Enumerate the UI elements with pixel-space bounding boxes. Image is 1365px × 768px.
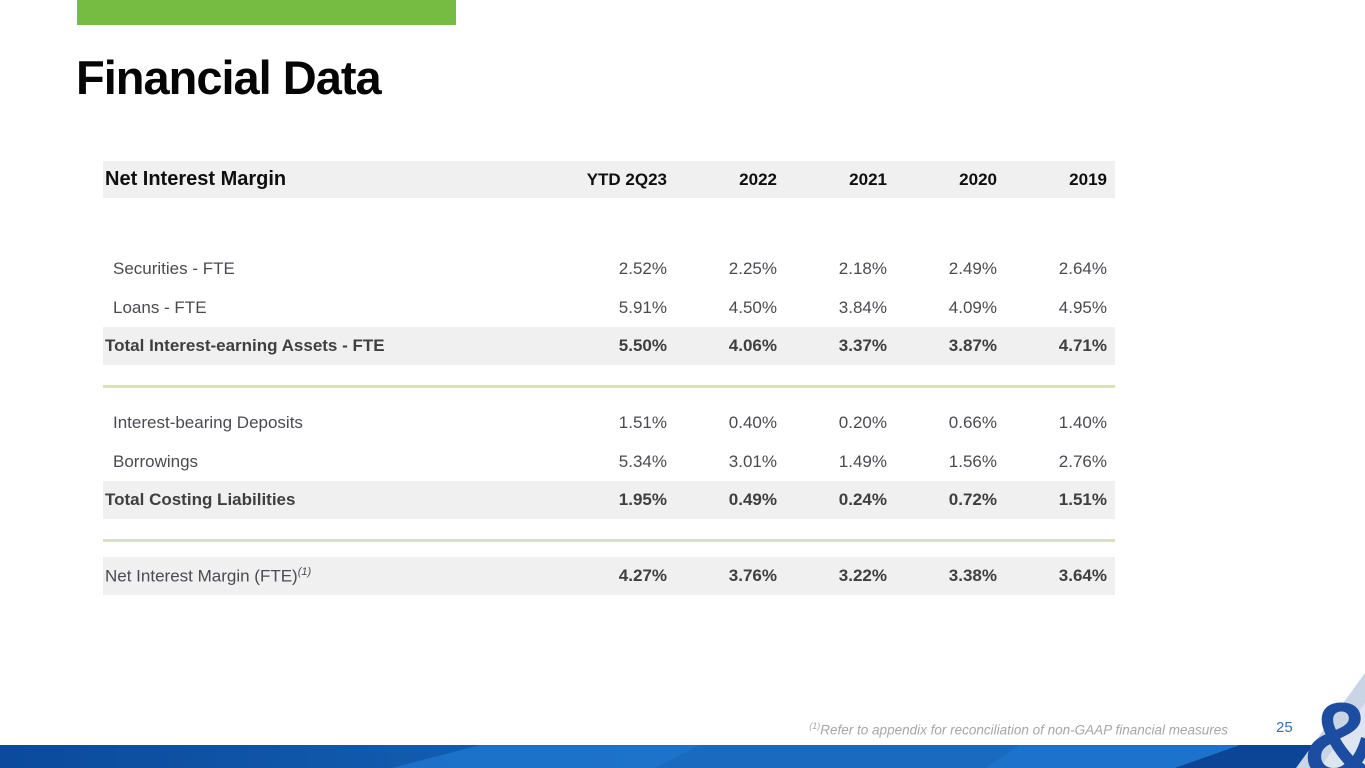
row-value: 4.09% — [948, 297, 997, 317]
table-row-interest-bearing-deposits: Interest-bearing Deposits 1.51% 0.40% 0.… — [103, 403, 1115, 442]
row-value: 3.22% — [838, 566, 887, 585]
row-value: 0.24% — [838, 490, 887, 509]
table-row-borrowings: Borrowings 5.34% 3.01% 1.49% 1.56% 2.76% — [103, 442, 1115, 481]
row-value: 2.76% — [1058, 451, 1107, 471]
accent-bar — [77, 0, 456, 25]
page-number: 25 — [1276, 719, 1293, 736]
row-value: 0.20% — [838, 412, 887, 432]
table-row-net-interest-margin-fte: Net Interest Margin (FTE)(1) 4.27% 3.76%… — [103, 557, 1115, 595]
row-value: 1.95% — [618, 490, 667, 509]
row-value: 2.18% — [838, 258, 887, 278]
row-label: Securities - FTE — [113, 258, 235, 278]
row-label: Interest-bearing Deposits — [113, 412, 303, 432]
row-value: 5.91% — [618, 297, 667, 317]
row-label: Net Interest Margin (FTE)(1) — [103, 566, 557, 587]
column-header-2022: 2022 — [739, 169, 777, 189]
row-value: 1.40% — [1058, 412, 1107, 432]
column-header-2019: 2019 — [1069, 169, 1107, 189]
row-value: 3.37% — [838, 336, 887, 355]
row-value: 2.52% — [618, 258, 667, 278]
column-header-ytd-2q23: YTD 2Q23 — [586, 169, 667, 189]
row-label: Borrowings — [113, 451, 199, 471]
row-value: 4.71% — [1058, 336, 1107, 355]
summary-label-text: Net Interest Margin (FTE) — [105, 566, 298, 586]
row-value: 1.49% — [838, 451, 887, 471]
table-row-loans-fte: Loans - FTE 5.91% 4.50% 3.84% 4.09% 4.95… — [103, 288, 1115, 327]
footnote: (1)Refer to appendix for reconciliation … — [809, 721, 1228, 738]
footnote-ref: (1) — [297, 565, 312, 578]
table-title: Net Interest Margin — [105, 168, 287, 190]
row-value: 0.72% — [948, 490, 997, 509]
table-row-securities-fte: Securities - FTE 2.52% 2.25% 2.18% 2.49%… — [103, 249, 1115, 288]
section-divider — [103, 385, 1115, 388]
row-value: 5.34% — [618, 451, 667, 471]
row-value: 2.49% — [948, 258, 997, 278]
net-interest-margin-table: Net Interest Margin YTD 2Q23 2022 2021 2… — [103, 161, 1115, 595]
row-value: 1.51% — [618, 412, 667, 432]
row-value: 0.40% — [728, 412, 777, 432]
table-spacer — [103, 198, 1115, 249]
row-value: 3.76% — [728, 566, 777, 585]
row-value: 3.64% — [1058, 566, 1107, 585]
row-value: 1.56% — [948, 451, 997, 471]
row-value: 0.66% — [948, 412, 997, 432]
column-header-2021: 2021 — [849, 169, 887, 189]
row-label: Total Costing Liabilities — [105, 490, 296, 509]
column-header-2020: 2020 — [959, 169, 997, 189]
footnote-text: Refer to appendix for reconciliation of … — [820, 722, 1228, 738]
row-label: Loans - FTE — [113, 297, 207, 317]
footer-wave-bar — [0, 745, 1365, 768]
row-value: 3.84% — [838, 297, 887, 317]
table-row-total-costing-liabilities: Total Costing Liabilities 1.95% 0.49% 0.… — [103, 481, 1115, 519]
footnote-marker: (1) — [809, 721, 821, 731]
row-value: 3.87% — [948, 336, 997, 355]
row-value: 3.01% — [728, 451, 777, 471]
row-value: 5.50% — [618, 336, 667, 355]
page-title: Financial Data — [76, 51, 382, 104]
section-divider — [103, 539, 1115, 542]
row-value: 3.38% — [948, 566, 997, 585]
row-value: 2.64% — [1058, 258, 1107, 278]
row-value: 4.27% — [618, 566, 667, 585]
table-header-row: Net Interest Margin YTD 2Q23 2022 2021 2… — [103, 161, 1115, 198]
row-value: 4.50% — [728, 297, 777, 317]
row-value: 4.06% — [728, 336, 777, 355]
row-value: 1.51% — [1058, 490, 1107, 509]
row-label: Total Interest-earning Assets - FTE — [105, 336, 385, 355]
row-value: 0.49% — [728, 490, 777, 509]
row-value: 2.25% — [728, 258, 777, 278]
table-row-total-interest-earning-assets: Total Interest-earning Assets - FTE 5.50… — [103, 327, 1115, 365]
row-value: 4.95% — [1058, 297, 1107, 317]
